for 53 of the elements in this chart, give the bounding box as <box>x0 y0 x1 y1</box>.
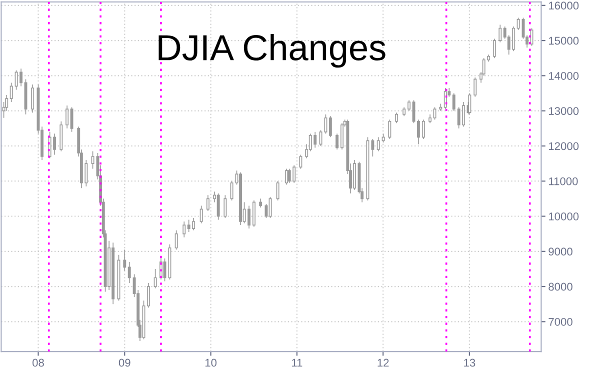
candlestick <box>128 262 131 284</box>
y-tick-label: 14000 <box>548 72 579 80</box>
candlestick <box>10 82 13 102</box>
candlestick <box>230 180 234 201</box>
text: DJIA Changes <box>158 34 386 68</box>
candlestick <box>395 112 398 124</box>
y-tick-label: 8000 <box>548 282 572 291</box>
candlestick <box>154 268 157 289</box>
candlestick <box>91 150 94 170</box>
candlestick <box>433 106 436 120</box>
candlestick <box>200 205 203 224</box>
candlestick <box>376 136 380 152</box>
candlestick <box>123 249 126 272</box>
y-tick-label: 10000 <box>548 212 579 220</box>
y-tick-label: 12000 <box>548 142 579 150</box>
candlestick <box>276 180 280 201</box>
y-tick-label: 13000 <box>548 107 579 115</box>
candlestick <box>31 84 34 114</box>
x-tick-label: 09 <box>118 358 130 367</box>
y-tick-label: 7000 <box>548 318 572 326</box>
candlestick <box>216 192 220 220</box>
candlestick <box>328 116 332 138</box>
candlestick <box>492 38 496 59</box>
candlestick <box>206 194 210 212</box>
candlestick <box>498 24 502 43</box>
candlestick <box>422 119 425 140</box>
candlestick <box>146 282 150 308</box>
candlestick <box>416 119 420 145</box>
x-tick-label: 12 <box>378 358 389 367</box>
x-tick-label: 13 <box>464 358 476 367</box>
y-tick-label: 11000 <box>548 177 578 186</box>
candlestick <box>340 122 344 150</box>
x-tick-label: 11 <box>292 358 302 367</box>
candlestick <box>182 221 186 238</box>
candlestick <box>252 200 256 228</box>
y-tick-label: 16000 <box>548 2 579 10</box>
candlestick <box>66 105 69 129</box>
candlestick <box>452 92 456 112</box>
candlestick <box>224 194 227 218</box>
candlestick <box>336 133 339 150</box>
candlestick <box>371 138 374 157</box>
x-tick-label: 08 <box>32 358 44 367</box>
x-tick-label: 10 <box>205 358 217 367</box>
candlestick <box>324 114 328 134</box>
candlestick <box>516 17 520 30</box>
candlestick <box>474 77 477 98</box>
candlestick <box>174 230 178 250</box>
candlestick <box>408 100 411 112</box>
y-tick-label: 9000 <box>548 248 572 256</box>
candlestick <box>285 168 288 186</box>
candlestick <box>299 154 302 170</box>
y-tick-label: 15000 <box>548 36 579 45</box>
candlestick <box>388 119 392 140</box>
